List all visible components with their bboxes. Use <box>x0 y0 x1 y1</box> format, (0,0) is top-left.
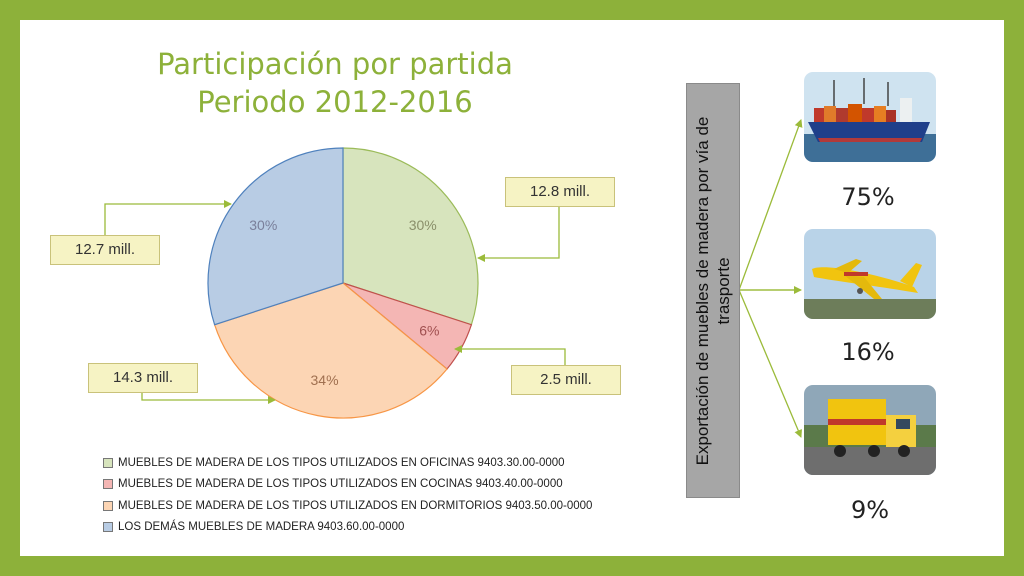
percent-ship: 75% <box>841 183 895 211</box>
legend-item: LOS DEMÁS MUEBLES DE MADERA 9403.60.00-0… <box>103 517 592 539</box>
callout-cocinas: 2.5 mill. <box>511 365 621 395</box>
callout-dormitorios: 14.3 mill. <box>88 363 198 393</box>
cargo-truck-photo <box>804 385 936 475</box>
cargo-ship-photo <box>804 72 936 162</box>
cargo-airplane-photo <box>804 229 936 319</box>
legend-item: MUEBLES DE MADERA DE LOS TIPOS UTILIZADO… <box>103 495 592 517</box>
percent-truck: 9% <box>850 496 890 524</box>
pie-slice-percent-label: 30% <box>409 217 437 233</box>
callout-oficinas: 12.8 mill. <box>505 177 615 207</box>
pie-slice-percent-label: 30% <box>249 217 277 233</box>
legend-swatch <box>103 479 113 490</box>
pie-chart: 30% 6% 34% 30% <box>207 147 479 419</box>
pie-slice <box>213 282 448 419</box>
chart-legend: MUEBLES DE MADERA DE LOS TIPOS UTILIZADO… <box>103 452 592 538</box>
connector-cocinas <box>454 345 566 365</box>
legend-swatch <box>103 500 113 511</box>
callout-connectors <box>104 119 803 438</box>
connector-demas <box>104 200 232 236</box>
pie-slice <box>207 147 344 326</box>
branch-truck <box>738 289 802 438</box>
pie-slice-percent-label: 6% <box>419 322 439 338</box>
legend-item: MUEBLES DE MADERA DE LOS TIPOS UTILIZADO… <box>103 474 592 496</box>
transport-heading: Exportación de muebles de madera por vía… <box>693 116 733 465</box>
connector-oficinas <box>477 206 560 262</box>
chart-subtitle: Periodo 2012-2016 <box>197 85 473 119</box>
legend-swatch <box>103 457 113 468</box>
percent-plane: 16% <box>841 338 895 366</box>
callout-demas: 12.7 mill. <box>50 235 160 265</box>
legend-label: MUEBLES DE MADERA DE LOS TIPOS UTILIZADO… <box>118 456 565 469</box>
pie-slice <box>342 147 479 326</box>
branch-ship <box>738 119 803 291</box>
legend-label: MUEBLES DE MADERA DE LOS TIPOS UTILIZADO… <box>118 478 563 491</box>
pie-slice-percent-label: 34% <box>311 372 339 388</box>
connector-dormitorios <box>141 391 276 404</box>
legend-item: MUEBLES DE MADERA DE LOS TIPOS UTILIZADO… <box>103 452 592 474</box>
legend-swatch <box>103 522 113 533</box>
legend-label: MUEBLES DE MADERA DE LOS TIPOS UTILIZADO… <box>118 499 593 512</box>
legend-label: LOS DEMÁS MUEBLES DE MADERA 9403.60.00-0… <box>118 521 405 534</box>
chart-title: Participación por partida <box>157 47 513 81</box>
transport-heading-box: Exportación de muebles de madera por vía… <box>686 83 740 498</box>
